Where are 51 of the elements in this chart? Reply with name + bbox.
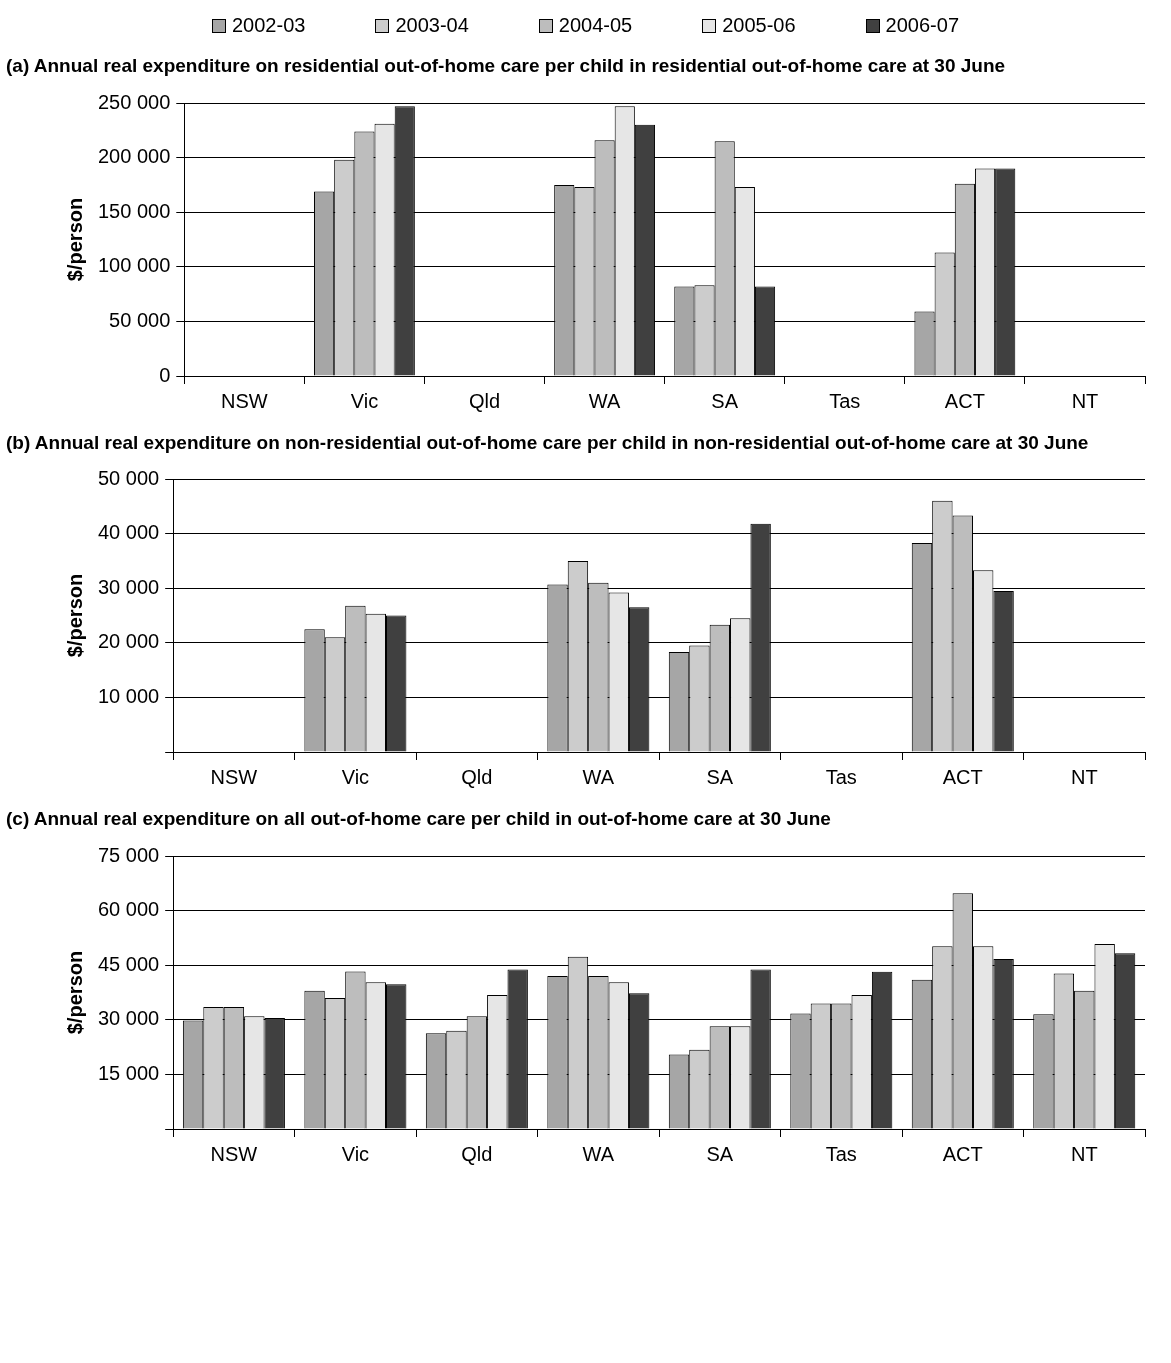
x-tick-label: ACT: [942, 1142, 983, 1165]
x-tick-label: NT: [1070, 765, 1098, 788]
x-tick-label: ACT: [942, 765, 983, 788]
x-tick-label: SA: [706, 1142, 734, 1165]
x-tick-label: SA: [711, 389, 739, 412]
x-tick-label: Vic: [341, 765, 370, 788]
legend-label: 2006-07: [885, 14, 960, 37]
y-tick-label: 50 000: [98, 466, 160, 489]
x-tick-label: Tas: [829, 389, 861, 412]
y-axis-title: $/person: [63, 950, 86, 1035]
x-tick-label: Vic: [341, 1142, 370, 1165]
legend-label: 2003-04: [395, 14, 469, 37]
chart-title: (b) Annual real expenditure on non-residential out-of-home care per child in non-residential out-of-home care at 30 June: [5, 430, 1090, 455]
chart-title: (c) Annual real expenditure on all out-of-home care per child in out-of-home care at 30 June: [5, 807, 832, 832]
x-tick-label: Tas: [825, 765, 857, 788]
y-tick-label: 75 000: [98, 843, 160, 866]
x-tick-label: Tas: [825, 1142, 857, 1165]
x-tick-label: Qld: [461, 1142, 493, 1165]
x-tick-label: WA: [588, 389, 621, 412]
y-tick-label: 20 000: [98, 630, 160, 653]
y-tick-label: 60 000: [98, 898, 160, 921]
y-tick-label: 100 000: [98, 253, 171, 276]
x-tick-label: Vic: [350, 389, 379, 412]
x-tick-label: NSW: [221, 389, 268, 412]
x-tick-label: SA: [706, 765, 734, 788]
legend-label: 2005-06: [722, 14, 796, 37]
y-tick-label: 0: [159, 363, 171, 386]
x-tick-label: Qld: [468, 389, 501, 412]
y-tick-label: 50 000: [109, 308, 171, 331]
y-tick-label: 30 000: [98, 1007, 160, 1030]
x-tick-label: NT: [1071, 389, 1099, 412]
x-tick-label: NSW: [210, 765, 258, 788]
x-tick-label: Qld: [461, 765, 493, 788]
x-tick-label: WA: [582, 765, 615, 788]
y-tick-label: 40 000: [98, 521, 160, 544]
legend-label: 2002-03: [231, 14, 306, 37]
y-tick-label: 250 000: [98, 90, 171, 113]
y-tick-label: 10 000: [98, 685, 160, 708]
legend-label: 2004-05: [558, 14, 633, 37]
x-tick-label: NT: [1070, 1142, 1098, 1165]
chart-title: (a) Annual real expenditure on residential out-of-home care per child in residential out-of-home care at 30 June: [5, 54, 1007, 78]
y-axis-title: $/person: [63, 197, 86, 281]
x-tick-label: WA: [582, 1142, 615, 1165]
y-tick-label: 30 000: [98, 576, 160, 598]
x-tick-label: ACT: [944, 389, 985, 412]
y-tick-label: 45 000: [98, 952, 160, 975]
y-tick-label: 200 000: [98, 144, 171, 167]
x-tick-label: NSW: [210, 1142, 258, 1165]
y-tick-label: 150 000: [98, 199, 171, 222]
y-tick-label: 15 000: [98, 1061, 160, 1084]
y-axis-title: $/person: [63, 574, 86, 658]
